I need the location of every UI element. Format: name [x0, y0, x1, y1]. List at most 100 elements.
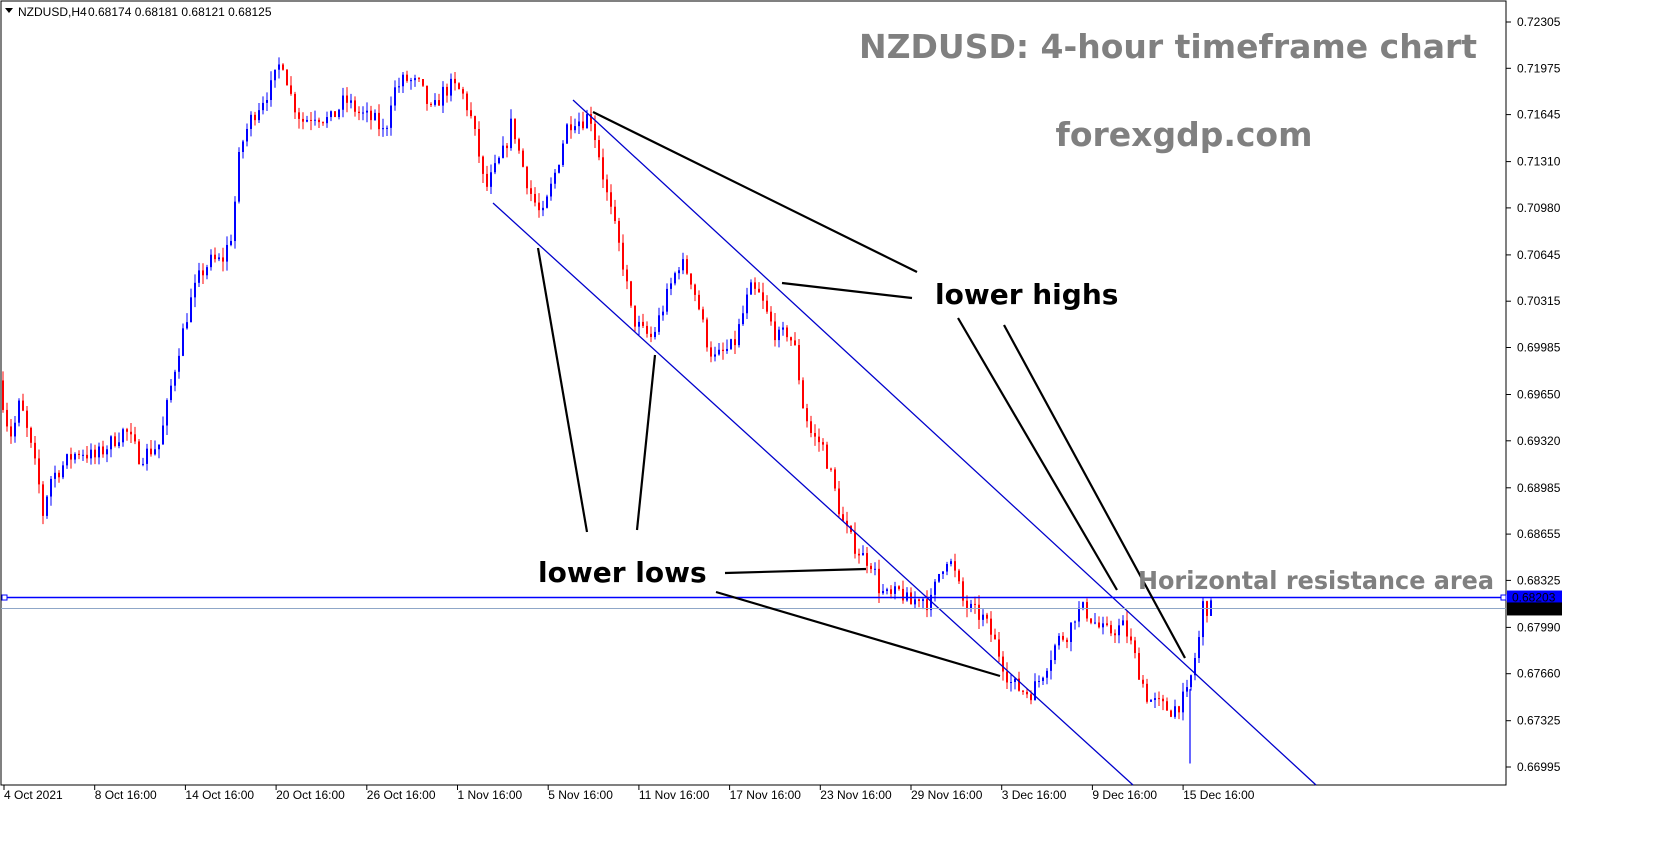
candle-bear [138, 441, 140, 465]
candle-bear [150, 448, 152, 455]
candle-bear [462, 89, 464, 94]
candle-bear [346, 95, 348, 103]
candle-bull [730, 339, 732, 349]
candle-bull [1122, 620, 1124, 626]
candle-bear [994, 634, 996, 640]
candle-bull [402, 74, 404, 87]
candle-bear [86, 454, 88, 459]
candle-bear [486, 173, 488, 187]
candle-bull [546, 196, 548, 208]
candle-bull [742, 313, 744, 325]
candle-bull [198, 270, 200, 283]
candle-bear [634, 305, 636, 327]
candle-bull [314, 119, 316, 121]
candle-bull [82, 454, 84, 456]
candle-bear [590, 114, 592, 124]
candle-bear [810, 421, 812, 434]
candle-bear [302, 118, 304, 122]
time-axis[interactable]: 4 Oct 2021 8 Oct 16:00 14 Oct 16:00 20 Oct … [3, 785, 1255, 802]
candle-bear [70, 454, 72, 460]
candle-bear [814, 433, 816, 437]
price-axis[interactable]: 0.72305 0.71975 0.71645 0.71310 0.70980 0.706… [1506, 15, 1561, 774]
x-tick-label: 20 Oct 16:00 [276, 788, 345, 802]
x-tick-label: 23 Nov 16:00 [820, 788, 892, 802]
candle-bull [558, 164, 560, 173]
candle-bull [206, 267, 208, 276]
candle-bull [450, 78, 452, 96]
candle-bull [270, 80, 272, 101]
candle-bear [734, 339, 736, 346]
y-tick-label: 0.71645 [1517, 108, 1561, 122]
candle-bear [802, 380, 804, 409]
label-lower-lows: lower lows [538, 556, 707, 589]
candle-bear [406, 74, 408, 81]
candle-bear [422, 79, 424, 86]
candle-bull [342, 95, 344, 110]
pointer-lower-highs-4 [1003, 324, 1186, 659]
candle-bear [1134, 640, 1136, 654]
candle-bull [278, 64, 280, 70]
candle-bull [586, 114, 588, 129]
candle-bear [114, 436, 116, 447]
candle-bear [1110, 625, 1112, 634]
candle-bull [566, 124, 568, 144]
candle-bear [94, 449, 96, 458]
candle-bear [1030, 694, 1032, 701]
candle-bull [1058, 635, 1060, 646]
y-tick-label: 0.70645 [1517, 248, 1561, 262]
candle-bull [674, 273, 676, 284]
candle-bear [78, 453, 80, 455]
candle-bear [30, 427, 32, 443]
candle-bull [490, 172, 492, 187]
x-tick-label: 14 Oct 16:00 [185, 788, 254, 802]
candle-bull [1038, 680, 1040, 682]
candle-bear [610, 192, 612, 207]
candle-bull [914, 599, 916, 605]
chart-subtitle: forexgdp.com [1056, 115, 1313, 154]
ohlc-values: 0.68174 0.68181 0.68121 0.68125 [88, 5, 272, 19]
candle-bull [670, 283, 672, 289]
candle-bull [242, 141, 244, 152]
resistance-line-handle[interactable] [1500, 594, 1507, 601]
candle-bull [750, 282, 752, 295]
candle-bear [650, 333, 652, 338]
candle-bear [602, 157, 604, 180]
candle-bear [870, 565, 872, 570]
candle-bear [526, 166, 528, 189]
candle-bear [466, 93, 468, 111]
candle-bull [574, 126, 576, 131]
x-tick-label: 4 Oct 2021 [4, 788, 63, 802]
candle-bull [178, 355, 180, 372]
candle-bull [262, 102, 264, 111]
candle-bear [10, 426, 12, 437]
candle-bear [522, 150, 524, 167]
candle-bull [106, 449, 108, 455]
resistance-line-handle[interactable] [1, 594, 8, 601]
candle-bear [378, 112, 380, 130]
candle-bull [234, 201, 236, 242]
candle-bear [698, 294, 700, 310]
resistance-price-tag [1507, 590, 1562, 604]
candle-bull [386, 127, 388, 129]
candle-bull [1194, 658, 1196, 676]
candle-bear [354, 100, 356, 112]
y-tick-label: 0.72305 [1517, 15, 1561, 29]
candle-bear [294, 93, 296, 113]
candle-bull [226, 244, 228, 262]
symbol-menu-arrow-icon[interactable] [5, 8, 13, 13]
candle-bear [642, 321, 644, 326]
candle-bull [666, 288, 668, 312]
y-tick-label: 0.69320 [1517, 434, 1561, 448]
candle-bear [918, 599, 920, 601]
candle-bear [974, 603, 976, 605]
candle-bull [258, 110, 260, 121]
candle-bear [358, 111, 360, 114]
candle-bull [366, 110, 368, 113]
candle-bull [746, 294, 748, 314]
candle-bull [1082, 602, 1084, 608]
candle-bear [470, 110, 472, 117]
candle-bear [954, 561, 956, 571]
candle-bear [1006, 671, 1008, 683]
candle-bull [934, 581, 936, 595]
